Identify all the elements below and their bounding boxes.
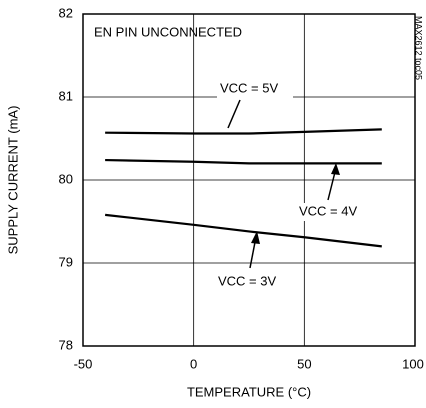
label-bg [296, 203, 372, 221]
series-line [105, 128, 382, 135]
x-tick-label: 50 [297, 356, 311, 371]
series-line [105, 213, 382, 248]
series-label: VCC = 5V [220, 80, 278, 95]
y-tick-label: 81 [59, 88, 73, 103]
arrowhead [331, 163, 340, 175]
series-label: VCC = 3V [218, 273, 276, 288]
y-tick-label: 78 [59, 337, 73, 352]
inset-label: EN PIN UNCONNECTED [94, 24, 242, 39]
y-tick-label: 80 [59, 171, 73, 186]
y-axis-label: SUPPLY CURRENT (mA) [5, 106, 20, 255]
x-tick-label: -50 [74, 356, 93, 371]
label-bg [215, 273, 291, 291]
y-tick-label: 79 [59, 254, 73, 269]
side-label: MAX2612 toc05 [414, 16, 424, 80]
y-tick-label: 82 [59, 5, 73, 20]
series-line [105, 158, 382, 165]
x-tick-label: 0 [190, 356, 197, 371]
x-axis-label: TEMPERATURE (°C) [187, 384, 311, 399]
pointer [227, 99, 241, 129]
arrowhead [251, 231, 260, 244]
series-label: VCC = 4V [299, 203, 357, 218]
x-tick-label: 100 [402, 356, 424, 371]
label-bg [217, 80, 293, 98]
